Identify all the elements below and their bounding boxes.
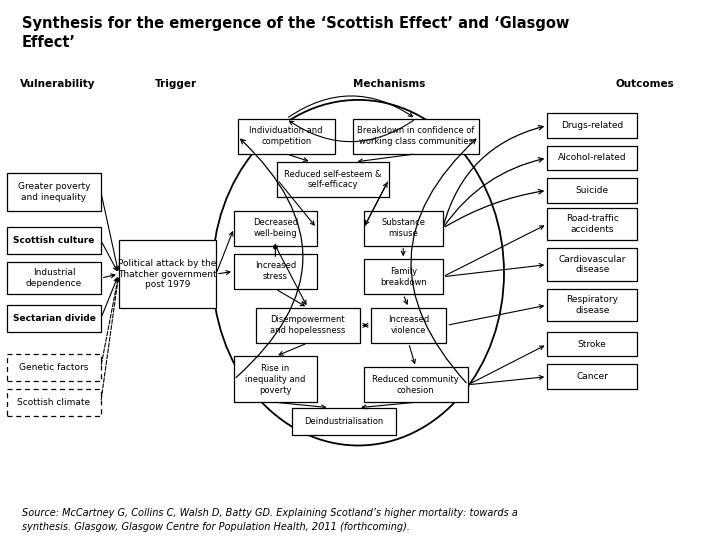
Bar: [364, 211, 443, 246]
Bar: [7, 305, 101, 332]
Text: Scottish climate: Scottish climate: [17, 398, 91, 407]
Text: Alcohol-related: Alcohol-related: [558, 153, 626, 163]
Bar: [7, 354, 101, 381]
Bar: [364, 259, 443, 294]
Text: Industrial
dependence: Industrial dependence: [26, 268, 82, 288]
Text: Sectarian divide: Sectarian divide: [12, 314, 96, 323]
Text: Cancer: Cancer: [576, 372, 608, 381]
Text: Political attack by the
Thatcher government
post 1979: Political attack by the Thatcher governm…: [118, 259, 217, 289]
Bar: [234, 211, 317, 246]
Bar: [353, 119, 479, 154]
Text: Genetic factors: Genetic factors: [19, 363, 89, 372]
Bar: [547, 289, 637, 321]
Bar: [7, 173, 101, 211]
Text: Individuation and
competition: Individuation and competition: [249, 126, 323, 146]
Bar: [364, 367, 468, 402]
Text: Reduced self-esteem &
self-efficacy: Reduced self-esteem & self-efficacy: [284, 170, 382, 190]
Text: Road-traffic
accidents: Road-traffic accidents: [566, 214, 618, 234]
Bar: [256, 308, 360, 343]
Bar: [7, 389, 101, 416]
Bar: [547, 178, 637, 202]
Bar: [277, 162, 389, 197]
Text: Trigger: Trigger: [156, 79, 197, 89]
Text: Substance
misuse: Substance misuse: [381, 218, 426, 238]
Text: Stroke: Stroke: [577, 340, 607, 349]
Text: Drugs-related: Drugs-related: [561, 121, 624, 130]
Bar: [547, 332, 637, 356]
Text: Vulnerability: Vulnerability: [20, 79, 95, 89]
Text: Increased
stress: Increased stress: [255, 261, 296, 281]
Text: Greater poverty
and inequality: Greater poverty and inequality: [18, 182, 90, 201]
Bar: [234, 356, 317, 402]
Text: Outcomes: Outcomes: [615, 79, 674, 89]
Bar: [7, 262, 101, 294]
Text: Cardiovascular
disease: Cardiovascular disease: [559, 255, 626, 274]
Text: Reduced community
cohesion: Reduced community cohesion: [372, 375, 459, 395]
Bar: [547, 113, 637, 138]
Text: Mechanisms: Mechanisms: [353, 79, 425, 89]
Bar: [238, 119, 335, 154]
Text: Family
breakdown: Family breakdown: [380, 267, 426, 287]
Bar: [292, 408, 396, 435]
Text: Increased
violence: Increased violence: [388, 315, 429, 335]
Text: Rise in
inequality and
poverty: Rise in inequality and poverty: [246, 364, 305, 395]
Text: Synthesis for the emergence of the ‘Scottish Effect’ and ‘Glasgow
Effect’: Synthesis for the emergence of the ‘Scot…: [22, 16, 569, 50]
Bar: [7, 227, 101, 254]
Text: Deindustrialisation: Deindustrialisation: [304, 417, 384, 426]
Text: Decreased
well-being: Decreased well-being: [253, 218, 298, 238]
Bar: [547, 146, 637, 170]
Bar: [234, 254, 317, 289]
Text: Suicide: Suicide: [575, 186, 609, 195]
Text: Source: McCartney G, Collins C, Walsh D, Batty GD. Explaining Scotland’s higher : Source: McCartney G, Collins C, Walsh D,…: [22, 508, 518, 531]
Bar: [547, 248, 637, 281]
Bar: [119, 240, 216, 308]
Text: Scottish culture: Scottish culture: [13, 236, 95, 245]
Bar: [371, 308, 446, 343]
Text: Respiratory
disease: Respiratory disease: [566, 295, 618, 315]
Bar: [547, 364, 637, 389]
Bar: [547, 208, 637, 240]
Text: Disempowerment
and hopelessness: Disempowerment and hopelessness: [270, 315, 346, 335]
Text: Breakdown in confidence of
working class communities: Breakdown in confidence of working class…: [357, 126, 474, 146]
